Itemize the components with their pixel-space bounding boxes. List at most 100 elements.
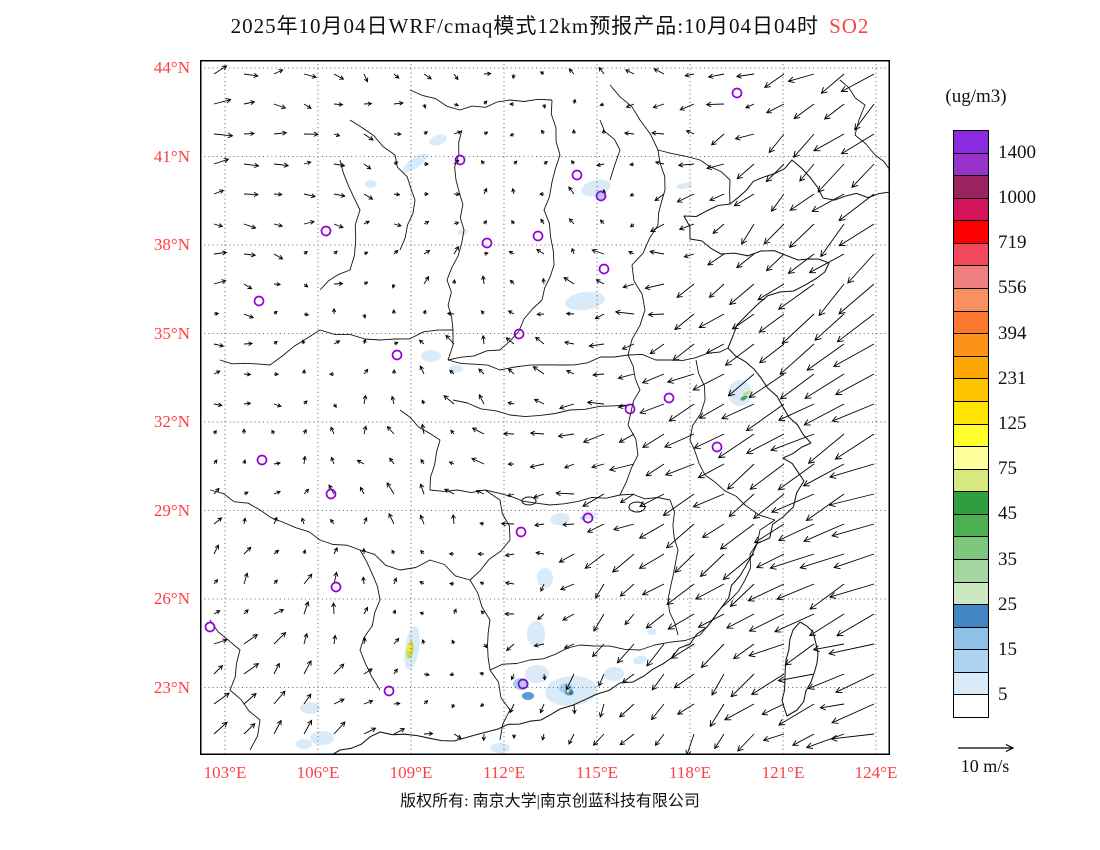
station-marker	[517, 678, 529, 690]
colorbar-segment	[954, 152, 988, 176]
colorbar-segment	[954, 175, 988, 198]
province-boundary	[399, 409, 486, 494]
province-boundary	[484, 489, 671, 506]
colorbar-tick-label: 35	[998, 548, 1017, 570]
lon-axis-label: 115°E	[575, 763, 619, 782]
province-boundary	[452, 399, 631, 418]
station-marker	[253, 295, 265, 307]
province-boundary	[319, 159, 361, 291]
province-boundary	[359, 549, 381, 691]
concentration-patch	[676, 182, 692, 190]
concentration-patch	[565, 291, 605, 311]
wind-legend-label: 10 m/s	[960, 756, 1010, 776]
province-boundary	[667, 499, 679, 636]
colorbar-tick-label: 1400	[998, 141, 1036, 163]
map-layers	[200, 60, 890, 755]
concentration-patch	[743, 391, 751, 395]
colorbar-segment	[954, 197, 988, 221]
lon-axis-label: 109°E	[389, 763, 433, 782]
colorbar-segment	[954, 671, 988, 695]
colorbar-segment	[954, 265, 988, 289]
plot-title-text: 2025年10月04日WRF/cmaq模式12km预报产品:10月04日04时	[230, 14, 820, 38]
concentration-patch	[300, 702, 320, 714]
concentration-patch	[604, 667, 624, 681]
province-boundary	[409, 89, 553, 111]
colorbar-segment	[954, 446, 988, 469]
colorbar-segment	[954, 694, 988, 718]
concentration-patch	[647, 629, 657, 635]
concentration-patch	[513, 678, 529, 690]
wind-arrows-layer	[212, 65, 875, 755]
lake-outline	[628, 501, 646, 513]
lon-axis-label: 124°E	[854, 763, 898, 782]
province-boundary	[627, 224, 659, 356]
colorbar-segment	[954, 581, 988, 605]
province-boundary	[689, 359, 706, 476]
concentration-patch	[402, 153, 428, 173]
colorbar-segment	[954, 220, 988, 243]
colorbar-segment	[954, 626, 988, 650]
station-marker	[325, 488, 337, 500]
lon-axis-label: 118°E	[668, 763, 712, 782]
gridlines-layer	[200, 60, 890, 755]
station-marker	[481, 237, 493, 249]
station-marker	[731, 87, 743, 99]
province-boundary	[319, 539, 361, 551]
province-boundary	[349, 119, 416, 251]
concentration-patch	[728, 380, 752, 406]
concentration-patch	[537, 568, 553, 588]
concentration-patches-layer	[296, 134, 752, 753]
colorbar-segment	[954, 333, 988, 356]
province-boundary	[447, 354, 629, 371]
species-label: SO2	[829, 14, 870, 38]
concentration-patch	[596, 192, 606, 200]
province-boundary	[446, 129, 465, 361]
station-marker	[582, 512, 594, 524]
concentration-patch	[522, 692, 534, 700]
colorbar-segment	[954, 491, 988, 514]
colorbar-tick-label: 125	[998, 413, 1027, 434]
colorbar-tick-label: 25	[998, 593, 1017, 615]
station-marker	[204, 621, 216, 633]
colorbar-segment	[954, 131, 988, 153]
province-boundary	[489, 644, 581, 671]
colorbar-segment	[954, 423, 988, 447]
colorbar-tick-label: 45	[998, 503, 1017, 525]
geography-layer	[209, 79, 890, 755]
colorbar-segment	[954, 310, 988, 334]
concentration-patch	[421, 350, 441, 362]
province-boundary	[579, 607, 722, 651]
colorbar-segment	[954, 355, 988, 379]
concentration-patch	[684, 642, 696, 648]
colorbar-segment	[954, 400, 988, 424]
province-boundary	[469, 579, 491, 671]
latitude-axis: 44°N 41°N 38°N 35°N 32°N 29°N 26°N 23°N	[128, 0, 190, 850]
station-marker	[454, 154, 466, 166]
colorbar-segment	[954, 604, 988, 627]
province-boundary	[359, 549, 471, 581]
station-marker	[624, 403, 636, 415]
concentration-patch	[310, 731, 334, 745]
province-boundary	[469, 489, 511, 581]
concentration-patch	[296, 739, 312, 749]
map-canvas	[200, 60, 890, 755]
station-marker	[513, 328, 525, 340]
lon-axis-label: 106°E	[296, 763, 340, 782]
concentration-patch	[490, 743, 510, 753]
concentration-patch	[568, 691, 574, 695]
concentration-patch	[633, 655, 647, 665]
province-boundary	[219, 329, 321, 366]
lat-axis-label: 35°N	[153, 323, 190, 343]
concentration-patch	[365, 180, 377, 188]
concentration-patch	[550, 512, 570, 526]
colorbar-tick-label: 394	[998, 322, 1027, 344]
colorbar-tick-label: 1000	[998, 186, 1036, 208]
island-outline	[781, 621, 819, 717]
plot-title: 2025年10月04日WRF/cmaq模式12km预报产品:10月04日04时 S…	[0, 10, 1100, 40]
map-frame	[200, 60, 890, 755]
colorbar-tick-label: 556	[998, 277, 1027, 299]
lat-axis-label: 44°N	[153, 58, 190, 77]
station-marker	[391, 349, 403, 361]
lake-outline	[521, 496, 537, 506]
